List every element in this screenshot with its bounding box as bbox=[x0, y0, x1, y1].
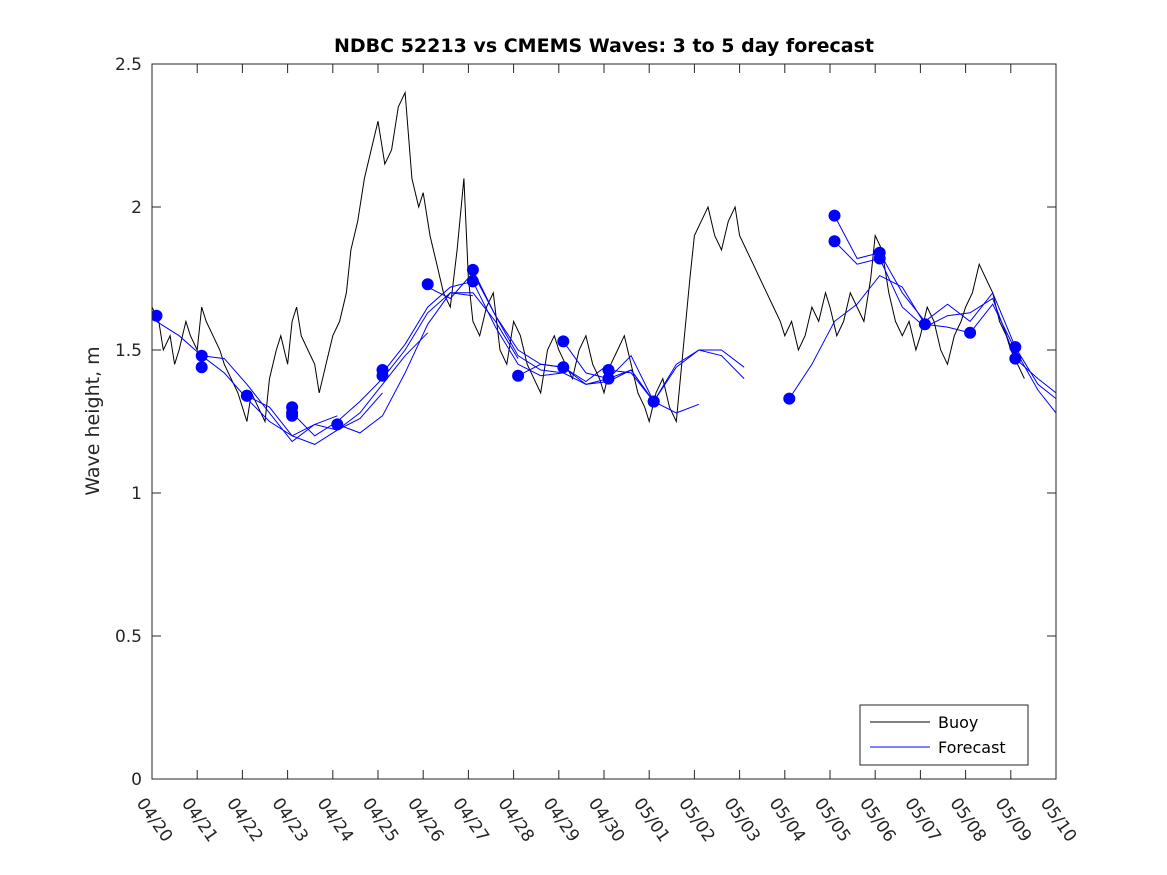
series-line-forecast-5 bbox=[337, 292, 519, 434]
series-line-forecast-13 bbox=[834, 215, 1056, 399]
forecast-point bbox=[466, 263, 479, 276]
x-tick-label: 05/07 bbox=[900, 794, 944, 846]
forecast-point bbox=[152, 309, 163, 322]
forecast-point bbox=[828, 235, 841, 248]
series-line-buoy bbox=[152, 90, 1025, 424]
x-tick-label: 04/23 bbox=[268, 794, 312, 846]
forecast-point bbox=[286, 409, 299, 422]
series-line-forecast-7 bbox=[427, 271, 609, 383]
forecast-point bbox=[512, 369, 525, 382]
series-line-forecast-2 bbox=[201, 355, 383, 443]
x-tick-label: 05/03 bbox=[720, 794, 764, 846]
forecast-point bbox=[918, 318, 931, 331]
x-tick-label: 05/08 bbox=[946, 794, 990, 846]
x-tick-label: 04/27 bbox=[448, 794, 492, 846]
forecast-point bbox=[466, 275, 479, 288]
y-tick-label: 1 bbox=[131, 484, 142, 504]
forecast-point bbox=[376, 369, 389, 382]
y-tick-label: 2.5 bbox=[115, 55, 142, 75]
legend: Buoy Forecast bbox=[859, 704, 1029, 766]
x-tick-label: 05/02 bbox=[674, 794, 718, 846]
x-tick-label: 05/06 bbox=[855, 794, 899, 846]
forecast-point bbox=[964, 326, 977, 339]
x-tick-label: 05/09 bbox=[991, 794, 1035, 846]
x-tick-label: 04/22 bbox=[222, 794, 266, 846]
forecast-point bbox=[240, 389, 253, 402]
forecast-point bbox=[828, 209, 841, 222]
x-tick-label: 04/24 bbox=[313, 794, 357, 846]
x-tick-label: 05/01 bbox=[629, 794, 673, 846]
forecast-point bbox=[602, 372, 615, 385]
x-tick-label: 05/10 bbox=[1036, 794, 1080, 846]
plot-frame bbox=[151, 63, 1057, 780]
x-tick-label: 05/05 bbox=[810, 794, 854, 846]
y-tick-label: 2 bbox=[131, 198, 142, 218]
x-tick-label: 04/21 bbox=[177, 794, 221, 846]
y-tick-label: 0.5 bbox=[115, 627, 142, 647]
forecast-point bbox=[647, 395, 660, 408]
forecast-point bbox=[602, 364, 615, 376]
x-tick-label: 04/28 bbox=[494, 794, 538, 846]
forecast-point bbox=[557, 361, 570, 374]
y-axis-label: Wave height, m bbox=[82, 346, 104, 495]
forecast-point bbox=[1009, 341, 1022, 354]
chart-title: NDBC 52213 vs CMEMS Waves: 3 to 5 day fo… bbox=[334, 35, 874, 57]
x-tick-label: 04/26 bbox=[403, 794, 447, 846]
legend-box bbox=[859, 704, 1029, 766]
y-tick-label: 0 bbox=[131, 770, 142, 790]
x-tick-label: 04/25 bbox=[358, 794, 402, 846]
forecast-point bbox=[1009, 352, 1022, 365]
forecast-point bbox=[331, 418, 344, 431]
forecast-point bbox=[195, 361, 208, 374]
y-tick-label: 1.5 bbox=[115, 341, 142, 361]
x-tick-label: 04/20 bbox=[132, 794, 176, 846]
series-line-forecast-11 bbox=[608, 349, 745, 403]
legend-buoy-label: Buoy bbox=[938, 713, 978, 732]
x-tick-label: 04/29 bbox=[539, 794, 583, 846]
forecast-point bbox=[195, 349, 208, 362]
series-line-forecast-14 bbox=[834, 240, 1056, 394]
x-tick-label: 04/30 bbox=[584, 794, 628, 846]
legend-forecast-label: Forecast bbox=[938, 738, 1006, 757]
x-tick-label: 05/04 bbox=[765, 794, 809, 846]
forecast-point bbox=[873, 252, 886, 265]
forecast-point bbox=[783, 392, 796, 405]
forecast-point bbox=[421, 278, 434, 291]
forecast-point bbox=[557, 335, 570, 348]
plot-area bbox=[152, 90, 1056, 445]
